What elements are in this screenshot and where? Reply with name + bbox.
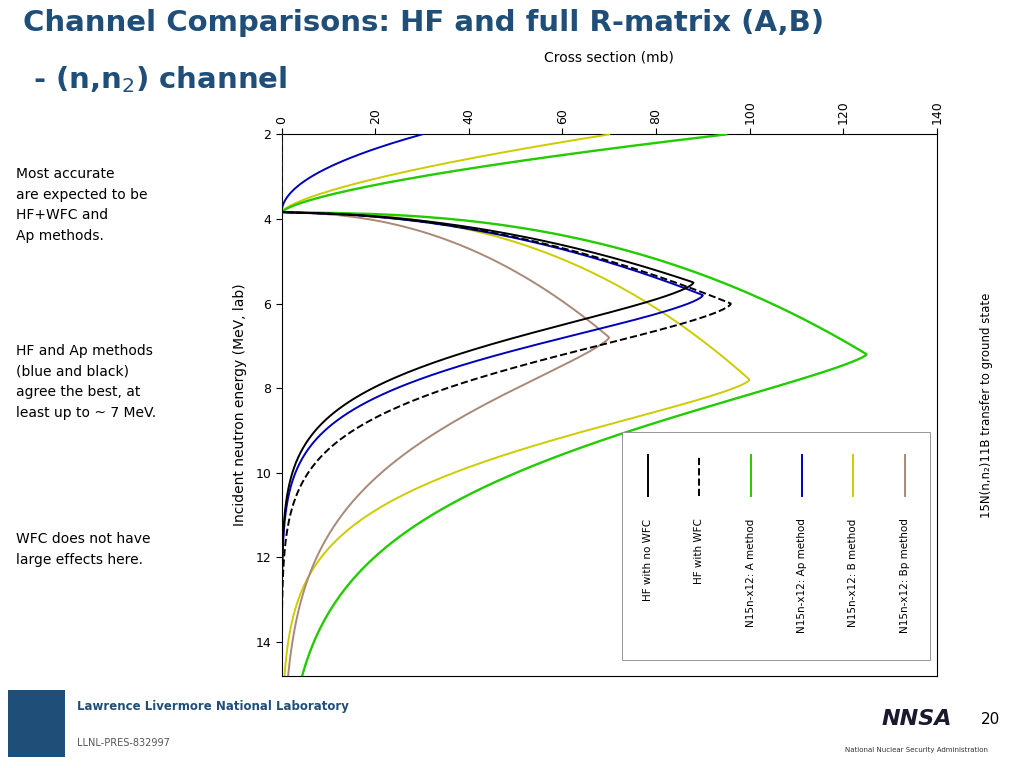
Text: 20: 20 bbox=[981, 712, 1000, 727]
Text: NNSA: NNSA bbox=[882, 710, 951, 730]
Text: HF with no WFC: HF with no WFC bbox=[643, 518, 653, 601]
X-axis label: Cross section (mb): Cross section (mb) bbox=[545, 50, 674, 65]
FancyBboxPatch shape bbox=[8, 690, 65, 757]
Text: 15N(n,n₂)11B transfer to ground state: 15N(n,n₂)11B transfer to ground state bbox=[980, 293, 992, 518]
Text: HF with WFC: HF with WFC bbox=[694, 518, 705, 584]
Text: N15n-x12: Bp method: N15n-x12: Bp method bbox=[900, 518, 909, 634]
Text: Channel Comparisons: HF and full R-matrix (A,B): Channel Comparisons: HF and full R-matri… bbox=[23, 9, 823, 37]
Text: HF and Ap methods
(blue and black)
agree the best, at
least up to ~ 7 MeV.: HF and Ap methods (blue and black) agree… bbox=[16, 344, 157, 420]
Text: N15n-x12: Ap method: N15n-x12: Ap method bbox=[797, 518, 807, 634]
Text: National Nuclear Security Administration: National Nuclear Security Administration bbox=[845, 747, 988, 753]
Text: Most accurate
are expected to be
HF+WFC and
Ap methods.: Most accurate are expected to be HF+WFC … bbox=[16, 167, 147, 243]
Bar bbox=[623, 432, 931, 660]
Text: WFC does not have
large effects here.: WFC does not have large effects here. bbox=[16, 532, 151, 567]
Y-axis label: Incident neutron energy (MeV, lab): Incident neutron energy (MeV, lab) bbox=[233, 284, 247, 526]
Text: Lawrence Livermore National Laboratory: Lawrence Livermore National Laboratory bbox=[77, 700, 349, 713]
Text: LLNL-PRES-832997: LLNL-PRES-832997 bbox=[77, 738, 170, 748]
Text: - (n,n$_2$) channel: - (n,n$_2$) channel bbox=[23, 65, 287, 95]
Text: N15n-x12: A method: N15n-x12: A method bbox=[745, 518, 756, 627]
Text: N15n-x12: B method: N15n-x12: B method bbox=[849, 518, 858, 627]
